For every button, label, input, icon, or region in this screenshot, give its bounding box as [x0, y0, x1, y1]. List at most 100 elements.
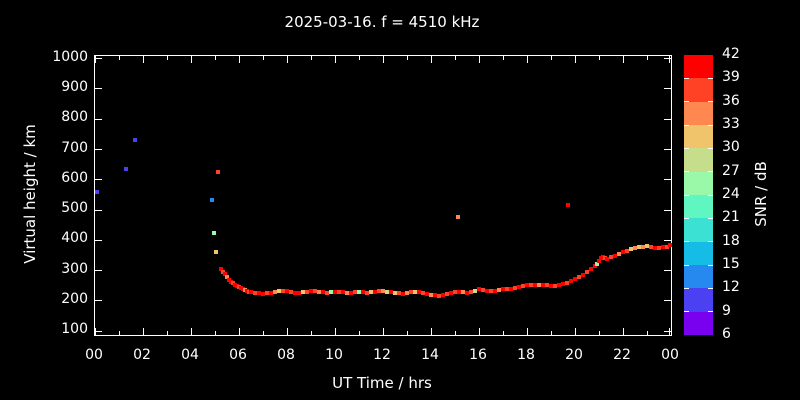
y-major-tick — [664, 118, 671, 120]
x-minor-tick — [502, 56, 504, 60]
echo-trace-point — [661, 245, 666, 250]
echo-trace-point — [289, 290, 294, 295]
echo-trace-point — [393, 290, 397, 295]
echo-trace-point — [652, 245, 657, 250]
echo-trace-point — [553, 283, 558, 288]
y-major-tick — [664, 88, 671, 90]
echo-trace-point — [657, 245, 661, 250]
colorbar-boundary-tick — [684, 264, 689, 266]
echo-trace-point — [373, 289, 378, 294]
x-minor-tick — [502, 331, 504, 335]
colorbar-tick-label: 18 — [722, 232, 740, 249]
y-major-tick — [95, 239, 102, 241]
y-major-tick — [664, 58, 671, 60]
x-tick-label: 08 — [277, 347, 295, 363]
colorbar-segment — [684, 148, 713, 172]
colorbar-boundary-tick — [708, 101, 713, 103]
colorbar-boundary-tick — [708, 194, 713, 196]
x-major-tick — [142, 56, 144, 63]
echo-trace-point — [238, 286, 243, 291]
isolated-echo-point — [213, 249, 218, 254]
y-major-tick — [664, 209, 671, 211]
y-major-tick — [95, 118, 102, 120]
colorbar-boundary-tick — [708, 287, 713, 289]
echo-trace-point — [573, 277, 577, 282]
colorbar-boundary-tick — [684, 241, 689, 243]
y-major-tick — [95, 58, 102, 60]
colorbar-tick-label: 33 — [722, 116, 740, 132]
x-minor-tick — [262, 56, 264, 60]
echo-trace-point — [496, 288, 501, 293]
x-axis-label: UT Time / hrs — [332, 374, 432, 392]
echo-trace-point — [388, 290, 393, 295]
echo-trace-point — [225, 275, 229, 280]
y-major-tick — [95, 179, 102, 181]
colorbar-boundary-tick — [684, 77, 689, 79]
echo-trace-point — [645, 244, 649, 249]
x-tick-label: 02 — [133, 347, 151, 363]
y-tick-label: 200 — [61, 290, 88, 307]
x-major-tick — [94, 56, 96, 63]
echo-trace-point — [633, 246, 637, 251]
colorbar-boundary-tick — [708, 311, 713, 313]
echo-trace-point — [232, 282, 237, 287]
isolated-echo-point — [216, 169, 221, 174]
echo-trace-point — [265, 291, 270, 296]
colorbar-boundary-tick — [708, 147, 713, 149]
x-major-tick — [190, 56, 192, 63]
isolated-echo-point — [455, 215, 460, 220]
chart-title: 2025-03-16. f = 4510 kHz — [284, 13, 480, 31]
colorbar-tick-label: 36 — [722, 92, 740, 109]
echo-trace-point — [565, 280, 570, 285]
echo-trace-point — [219, 266, 223, 271]
echo-trace-point — [376, 289, 381, 294]
x-tick-label: 16 — [469, 347, 487, 363]
x-minor-tick — [454, 56, 456, 60]
colorbar-tick-label: 42 — [722, 46, 740, 62]
echo-trace-point — [421, 291, 426, 296]
echo-trace-point — [321, 290, 325, 295]
colorbar-boundary-tick — [708, 77, 713, 79]
x-minor-tick — [214, 331, 216, 335]
isolated-echo-point — [94, 190, 99, 195]
echo-trace-point — [616, 251, 621, 256]
x-major-tick — [286, 328, 288, 335]
y-major-tick — [664, 270, 671, 272]
y-major-tick — [95, 88, 102, 90]
x-major-tick — [478, 328, 480, 335]
echo-trace-point — [484, 288, 489, 293]
colorbar-segment — [684, 218, 713, 242]
echo-trace-point — [556, 283, 561, 288]
colorbar-tick-label: 15 — [722, 256, 740, 272]
echo-trace-point — [544, 283, 549, 288]
echo-trace-point — [592, 264, 597, 269]
x-major-tick — [574, 56, 576, 63]
x-major-tick — [382, 328, 384, 335]
x-minor-tick — [598, 56, 600, 60]
x-minor-tick — [358, 56, 360, 60]
x-minor-tick — [358, 331, 360, 335]
echo-trace-point — [649, 245, 654, 250]
echo-trace-point — [445, 292, 450, 297]
x-major-tick — [238, 328, 240, 335]
x-major-tick — [430, 328, 432, 335]
echo-trace-point — [256, 291, 261, 296]
echo-trace-point — [349, 291, 354, 296]
y-major-tick — [664, 239, 671, 241]
colorbar-boundary-tick — [684, 124, 689, 126]
colorbar-segment — [684, 55, 713, 79]
y-major-tick — [95, 209, 102, 211]
x-minor-tick — [118, 331, 120, 335]
echo-trace-point — [273, 289, 277, 294]
echo-trace-point — [417, 290, 421, 295]
colorbar-tick-label: 30 — [722, 139, 740, 156]
echo-trace-point — [381, 288, 385, 293]
echo-trace-point — [493, 288, 498, 293]
echo-trace-point — [261, 291, 265, 296]
echo-trace-point — [595, 261, 600, 266]
colorbar-boundary-tick — [708, 171, 713, 173]
echo-trace-point — [253, 290, 258, 295]
y-major-tick — [664, 300, 671, 302]
colorbar-boundary-tick — [708, 264, 713, 266]
colorbar-segment — [684, 78, 713, 102]
